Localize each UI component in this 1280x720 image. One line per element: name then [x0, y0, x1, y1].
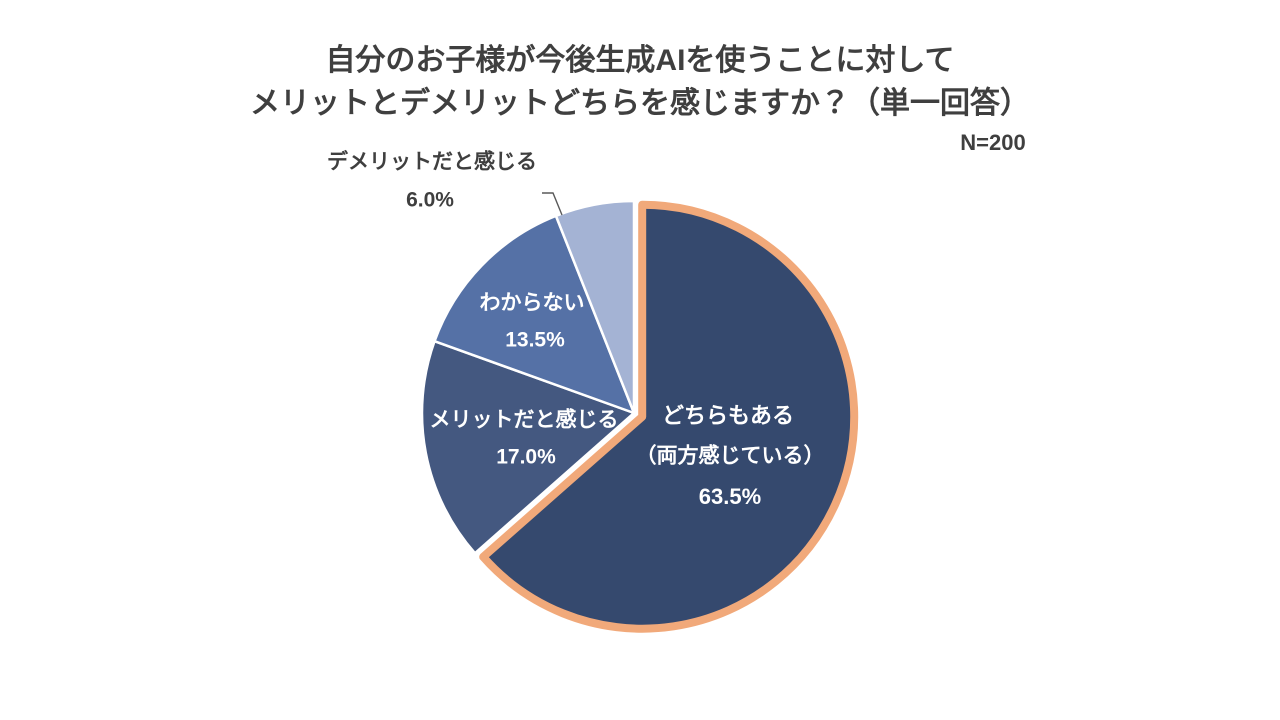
pie-slices-group	[420, 199, 859, 633]
slice-label-both-line2: （両方感じている）	[635, 444, 825, 468]
chart-title-line2: メリットとデメリットどちらを感じますか？（単一回答）	[250, 87, 1030, 120]
slice-label-unknown: わからない	[479, 291, 585, 315]
slice-label-demerit: デメリットだと感じる	[327, 150, 537, 174]
pie-slice-unknown	[433, 214, 636, 415]
chart-title-line1: 自分のお子様が今後生成AIを使うことに対して	[325, 44, 955, 77]
pie-slice-demerit	[554, 199, 636, 415]
slice-value-merit: 17.0%	[496, 445, 556, 469]
slice-label-both: どちらもある	[661, 403, 795, 428]
slice-value-demerit: 6.0%	[406, 188, 454, 212]
chart-title: 自分のお子様が今後生成AIを使うことに対して メリットとデメリットどちらを感じま…	[0, 39, 1280, 125]
pie-slice-both	[479, 200, 859, 633]
slice-value-unknown: 13.5%	[505, 328, 565, 352]
slice-value-both: 63.5%	[698, 484, 762, 509]
slice-label-merit: メリットだと感じる	[429, 408, 619, 432]
label-leader-line	[542, 192, 563, 216]
sample-size-label: N=200	[960, 130, 1026, 155]
